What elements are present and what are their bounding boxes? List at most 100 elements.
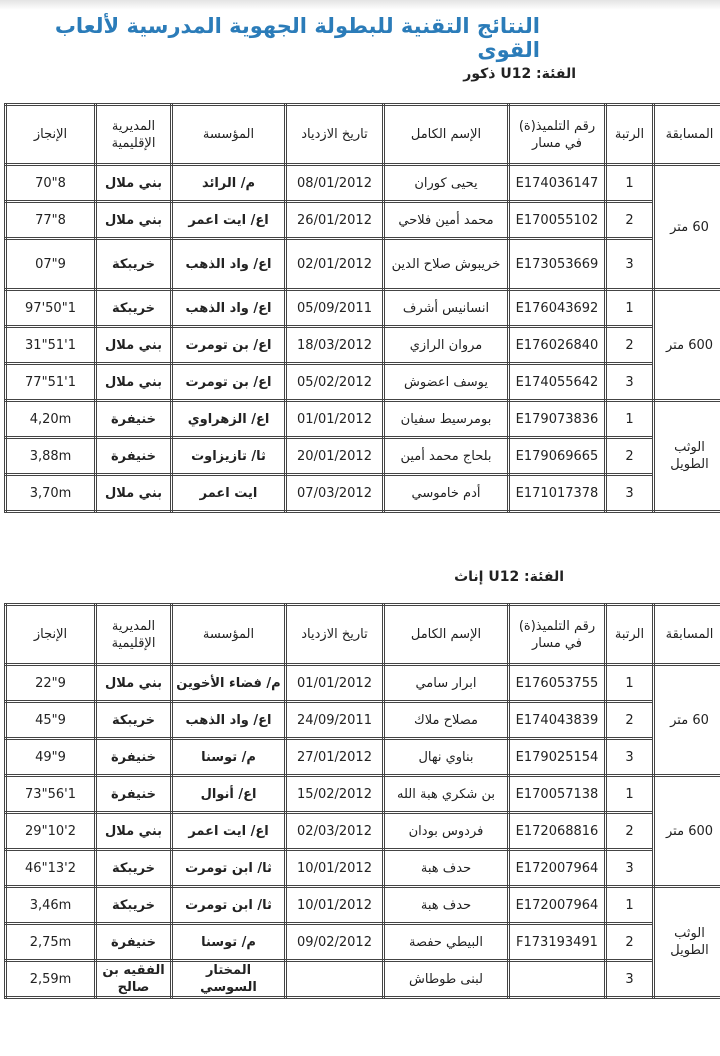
cell-full-name: مروان الرازي — [382, 325, 510, 365]
cell-full-name: فردوس بودان — [382, 811, 510, 851]
cell-directorate: خنيفرة — [94, 922, 173, 962]
header-student-id: رقم التلميذ(ة) في مسار — [507, 603, 607, 666]
header-birth-date: تاريخ الازدياد — [284, 103, 385, 166]
cell-result: 2'10"29 — [4, 811, 97, 851]
cell-institution: م/ الرائد — [170, 163, 287, 203]
cell-full-name: حدف هبة — [382, 848, 510, 888]
cell-full-name: خريبوش صلاح الدين — [382, 237, 510, 291]
cell-rank: 2 — [604, 811, 655, 851]
header-birth-date: تاريخ الازدياد — [284, 603, 385, 666]
cell-result: 3,70m — [4, 473, 97, 513]
cell-student-id: F173193491 — [507, 922, 607, 962]
cell-student-id: E179025154 — [507, 737, 607, 777]
cell-directorate: خريبكة — [94, 288, 173, 328]
header-row: المسابقة الرتبة رقم التلميذ(ة) في مسار الإس… — [4, 603, 720, 666]
table-row: 2 E174043839 مصلاح ملاك 24/09/2011 اع/ واد ا… — [4, 700, 720, 740]
cell-directorate: بني ملال — [94, 473, 173, 513]
cell-birth-date: 05/02/2012 — [284, 362, 385, 402]
header-rank: الرتبة — [604, 103, 655, 166]
event-name: الوثب الطويل — [652, 399, 720, 513]
cell-institution: اع/ ايت اعمر — [170, 200, 287, 240]
cell-birth-date: 20/01/2012 — [284, 436, 385, 476]
cell-rank: 3 — [604, 362, 655, 402]
cell-full-name: محمد أمين فلاحي — [382, 200, 510, 240]
header-institution: المؤسسة — [170, 103, 287, 166]
table-row: 2 F173193491 البيطي حفصة 09/02/2012 م/ توسنا… — [4, 922, 720, 962]
cell-birth-date: 08/01/2012 — [284, 163, 385, 203]
cell-directorate: خريبكة — [94, 885, 173, 925]
cell-student-id: E176026840 — [507, 325, 607, 365]
cell-rank: 2 — [604, 200, 655, 240]
results-table-girls: المسابقة الرتبة رقم التلميذ(ة) في مسار الإس… — [4, 603, 720, 999]
category-label-boys: الفئة: U12 ذكور — [463, 66, 576, 82]
cell-institution: اع/ أنوال — [170, 774, 287, 814]
cell-birth-date — [284, 959, 385, 999]
header-directorate: المديرية الإقليمية — [94, 603, 173, 666]
cell-full-name: بناوي نهال — [382, 737, 510, 777]
cell-birth-date: 18/03/2012 — [284, 325, 385, 365]
cell-directorate: خنيفرة — [94, 399, 173, 439]
cell-birth-date: 24/09/2011 — [284, 700, 385, 740]
table-row: 60 متر 1 E176053755 ابرار سامي 01/01/2012 م/ … — [4, 663, 720, 777]
cell-directorate: خريبكة — [94, 700, 173, 740]
header-event: المسابقة — [652, 603, 720, 666]
event-name: 60 متر — [652, 663, 720, 777]
cell-institution: اع/ واد الذهب — [170, 700, 287, 740]
cell-birth-date: 02/03/2012 — [284, 811, 385, 851]
cell-birth-date: 15/02/2012 — [284, 774, 385, 814]
cell-directorate: بني ملال — [94, 163, 173, 203]
table-row: 2 E179069665 بلحاج محمد أمين 20/01/2012 ثا/ … — [4, 436, 720, 476]
cell-full-name: مصلاح ملاك — [382, 700, 510, 740]
event-name: الوثب الطويل — [652, 885, 720, 999]
cell-result: 9"49 — [4, 737, 97, 777]
header-institution: المؤسسة — [170, 603, 287, 666]
cell-institution: ثا/ ابن تومرت — [170, 885, 287, 925]
cell-result: 3,88m — [4, 436, 97, 476]
cell-rank: 1 — [604, 288, 655, 328]
cell-student-id: E172007964 — [507, 848, 607, 888]
cell-full-name: حدف هبة — [382, 885, 510, 925]
table-row: 3 E172007964 حدف هبة 10/01/2012 ثا/ ابن تومر… — [4, 848, 720, 888]
cell-result: 3,46m — [4, 885, 97, 925]
cell-result: 9"07 — [4, 237, 97, 291]
cell-result: 2'13"46 — [4, 848, 97, 888]
cell-institution: اع/ ايت اعمر — [170, 811, 287, 851]
cell-student-id: E176043692 — [507, 288, 607, 328]
cell-birth-date: 10/01/2012 — [284, 885, 385, 925]
category-label-girls: الفئة: U12 إناث — [454, 569, 564, 585]
cell-full-name: يوسف اعضوش — [382, 362, 510, 402]
cell-institution: اع/ الزهراوي — [170, 399, 287, 439]
cell-result: 1'56"73 — [4, 774, 97, 814]
cell-rank: 1 — [604, 885, 655, 925]
cell-rank: 3 — [604, 473, 655, 513]
header-result: الإنجاز — [4, 103, 97, 166]
top-shadow-bar — [0, 0, 720, 10]
cell-rank: 2 — [604, 325, 655, 365]
cell-student-id: E176053755 — [507, 663, 607, 703]
cell-directorate: خريبكة — [94, 848, 173, 888]
cell-student-id — [507, 959, 607, 999]
cell-institution: م/ فضاء الأخوين — [170, 663, 287, 703]
cell-result: 1'51"77 — [4, 362, 97, 402]
table-row: الوثب الطويل 1 E179073836 بومرسيط سفيان 01/0… — [4, 399, 720, 513]
cell-birth-date: 27/01/2012 — [284, 737, 385, 777]
event-name: 60 متر — [652, 163, 720, 291]
cell-birth-date: 09/02/2012 — [284, 922, 385, 962]
cell-full-name: يحيى كوران — [382, 163, 510, 203]
table-row: 2 E176026840 مروان الرازي 18/03/2012 اع/ بن … — [4, 325, 720, 365]
table-row: 600 متر 1 E176043692 انسانيس أشرف 05/09/2011… — [4, 288, 720, 402]
cell-student-id: E170055102 — [507, 200, 607, 240]
cell-student-id: E171017378 — [507, 473, 607, 513]
cell-result: 2,59m — [4, 959, 97, 999]
cell-student-id: E172068816 — [507, 811, 607, 851]
cell-directorate: الفقيه بن صالح — [94, 959, 173, 999]
cell-rank: 1 — [604, 663, 655, 703]
cell-directorate: بني ملال — [94, 362, 173, 402]
cell-institution: ثا/ ابن تومرت — [170, 848, 287, 888]
cell-birth-date: 10/01/2012 — [284, 848, 385, 888]
cell-student-id: E170057138 — [507, 774, 607, 814]
header-result: الإنجاز — [4, 603, 97, 666]
event-name: 600 متر — [652, 288, 720, 402]
cell-rank: 3 — [604, 737, 655, 777]
header-row: المسابقة الرتبة رقم التلميذ(ة) في مسار الإس… — [4, 103, 720, 166]
